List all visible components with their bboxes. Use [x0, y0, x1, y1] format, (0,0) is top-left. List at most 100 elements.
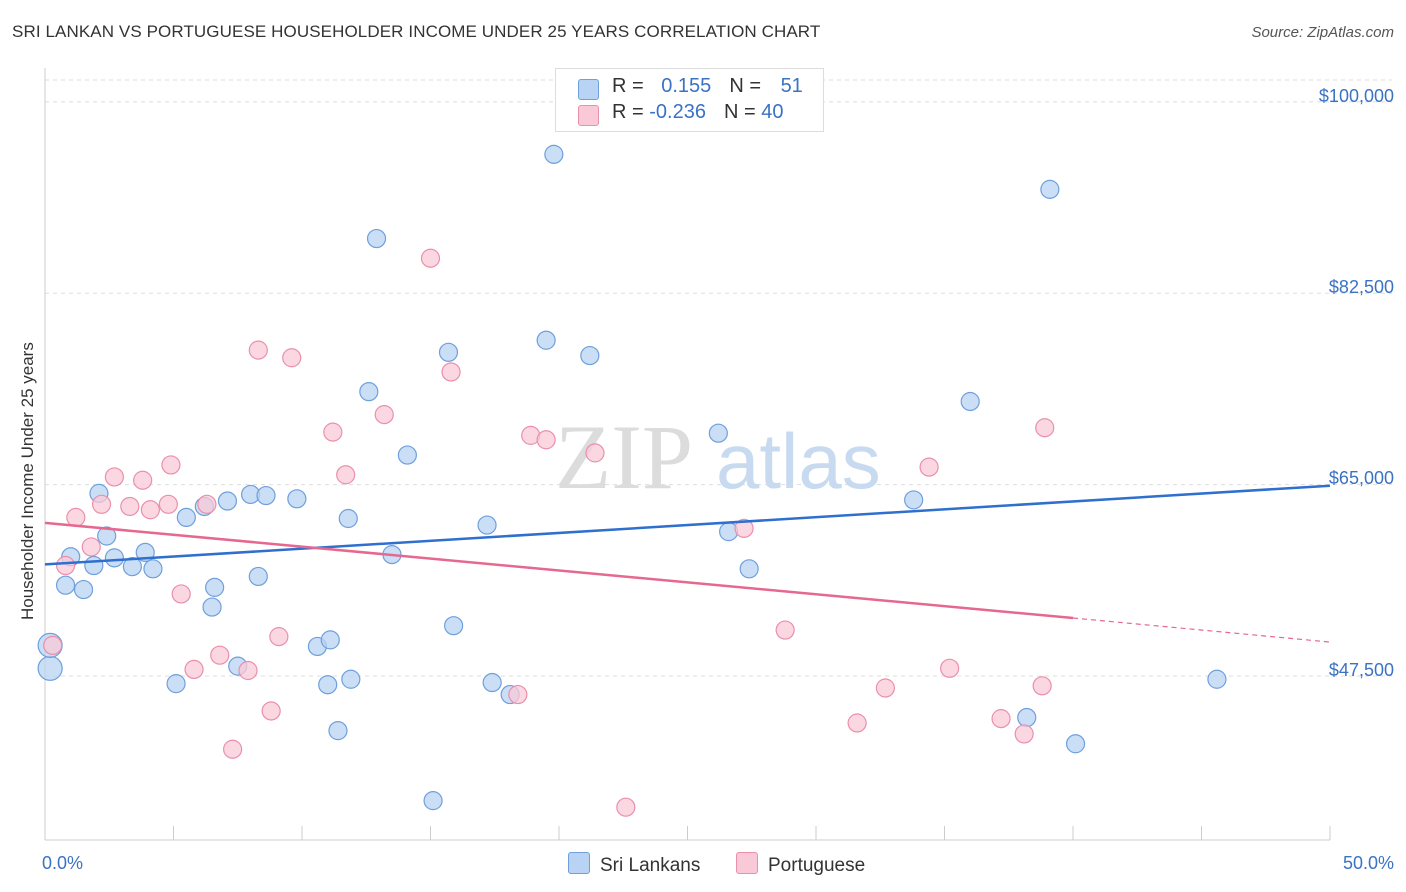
- x-tick-label-min: 0.0%: [42, 853, 84, 873]
- data-point: [544, 144, 564, 164]
- data-point: [482, 672, 502, 693]
- data-point: [991, 709, 1011, 729]
- data-point: [43, 635, 63, 655]
- watermark-zip: ZIP: [555, 406, 693, 508]
- data-point: [477, 515, 497, 535]
- data-point: [55, 555, 76, 576]
- series-portuguese: [43, 248, 1055, 817]
- n-label: N =: [723, 101, 762, 123]
- data-point: [441, 362, 461, 382]
- data-point: [719, 522, 739, 542]
- data-point: [122, 557, 142, 577]
- y-tick-label: $82,500: [1328, 277, 1394, 297]
- data-point: [536, 330, 556, 350]
- trend-line-extension: [1072, 617, 1331, 643]
- data-point: [904, 490, 924, 510]
- n-value: 40: [761, 101, 784, 123]
- data-point: [875, 678, 895, 698]
- data-point: [55, 575, 76, 595]
- data-point: [616, 797, 636, 817]
- data-point: [438, 342, 459, 362]
- watermark-atlas: atlas: [716, 417, 881, 505]
- trend-line: [44, 484, 1331, 566]
- data-point: [960, 391, 980, 412]
- data-point: [37, 655, 63, 681]
- data-point: [133, 470, 153, 490]
- data-point: [708, 423, 728, 443]
- data-point: [423, 791, 443, 811]
- data-point: [444, 616, 464, 636]
- data-point: [420, 248, 441, 268]
- data-point: [104, 548, 124, 568]
- n-value: 51: [780, 75, 803, 97]
- y-tick-label: $65,000: [1328, 468, 1394, 488]
- data-point: [318, 675, 338, 695]
- data-point: [73, 579, 94, 600]
- r-label: R =: [612, 101, 650, 123]
- data-point: [775, 620, 795, 640]
- data-point: [210, 645, 230, 665]
- data-point: [734, 518, 754, 538]
- data-point: [223, 739, 243, 759]
- data-point: [536, 430, 556, 450]
- data-point: [269, 627, 289, 647]
- data-point: [739, 559, 759, 579]
- legend-item-portuguese: Portuguese: [736, 852, 865, 877]
- correlation-legend: R = 0.155 N = 51 R = -0.236 N = 40: [555, 68, 824, 132]
- data-point: [202, 597, 222, 617]
- data-point: [104, 467, 124, 487]
- data-point: [217, 491, 238, 511]
- data-point: [140, 500, 160, 520]
- data-point: [143, 559, 163, 579]
- data-point: [1032, 676, 1052, 696]
- data-point: [282, 348, 302, 368]
- legend-item-sri-lankans: Sri Lankans: [568, 852, 700, 877]
- r-value: 0.155: [661, 75, 712, 97]
- data-point: [287, 489, 307, 509]
- data-point: [508, 684, 528, 705]
- x-tick-label-max: 50.0%: [1342, 853, 1394, 873]
- data-point: [1017, 707, 1037, 728]
- data-point: [248, 566, 268, 587]
- data-point: [205, 577, 225, 597]
- axes: [44, 68, 1331, 841]
- data-point: [184, 659, 204, 680]
- data-point: [171, 584, 191, 604]
- data-point: [161, 455, 181, 475]
- data-point: [919, 457, 939, 477]
- data-point: [847, 713, 867, 733]
- data-point: [323, 422, 343, 442]
- data-point: [366, 228, 387, 249]
- data-point: [336, 465, 356, 485]
- data-point: [341, 669, 361, 689]
- legend-label: Portuguese: [768, 855, 866, 876]
- data-point: [66, 507, 86, 528]
- data-point: [120, 496, 140, 517]
- y-axis-label: Householder Income Under 25 years: [18, 342, 37, 620]
- legend-swatch: [736, 852, 758, 874]
- y-tick-label: $47,500: [1328, 660, 1394, 680]
- data-point: [81, 537, 101, 557]
- legend-swatch: [578, 105, 599, 126]
- data-point: [585, 443, 605, 463]
- data-point: [158, 494, 178, 514]
- y-tick-label: $100,000: [1318, 86, 1394, 106]
- data-point: [97, 526, 117, 546]
- n-label: N =: [729, 75, 767, 97]
- legend-swatch: [568, 852, 590, 874]
- r-value: -0.236: [649, 101, 706, 123]
- data-point: [328, 721, 348, 741]
- data-point: [1014, 724, 1034, 744]
- data-point: [261, 701, 281, 721]
- data-point: [238, 660, 258, 681]
- data-point: [1040, 179, 1060, 199]
- legend-label: Sri Lankans: [600, 855, 701, 876]
- data-point: [940, 658, 960, 678]
- chart-title: SRI LANKAN VS PORTUGUESE HOUSEHOLDER INC…: [12, 22, 821, 41]
- data-point: [91, 494, 112, 514]
- data-point: [580, 345, 600, 366]
- data-point: [1065, 734, 1086, 754]
- data-point: [359, 382, 379, 402]
- data-point: [374, 405, 394, 425]
